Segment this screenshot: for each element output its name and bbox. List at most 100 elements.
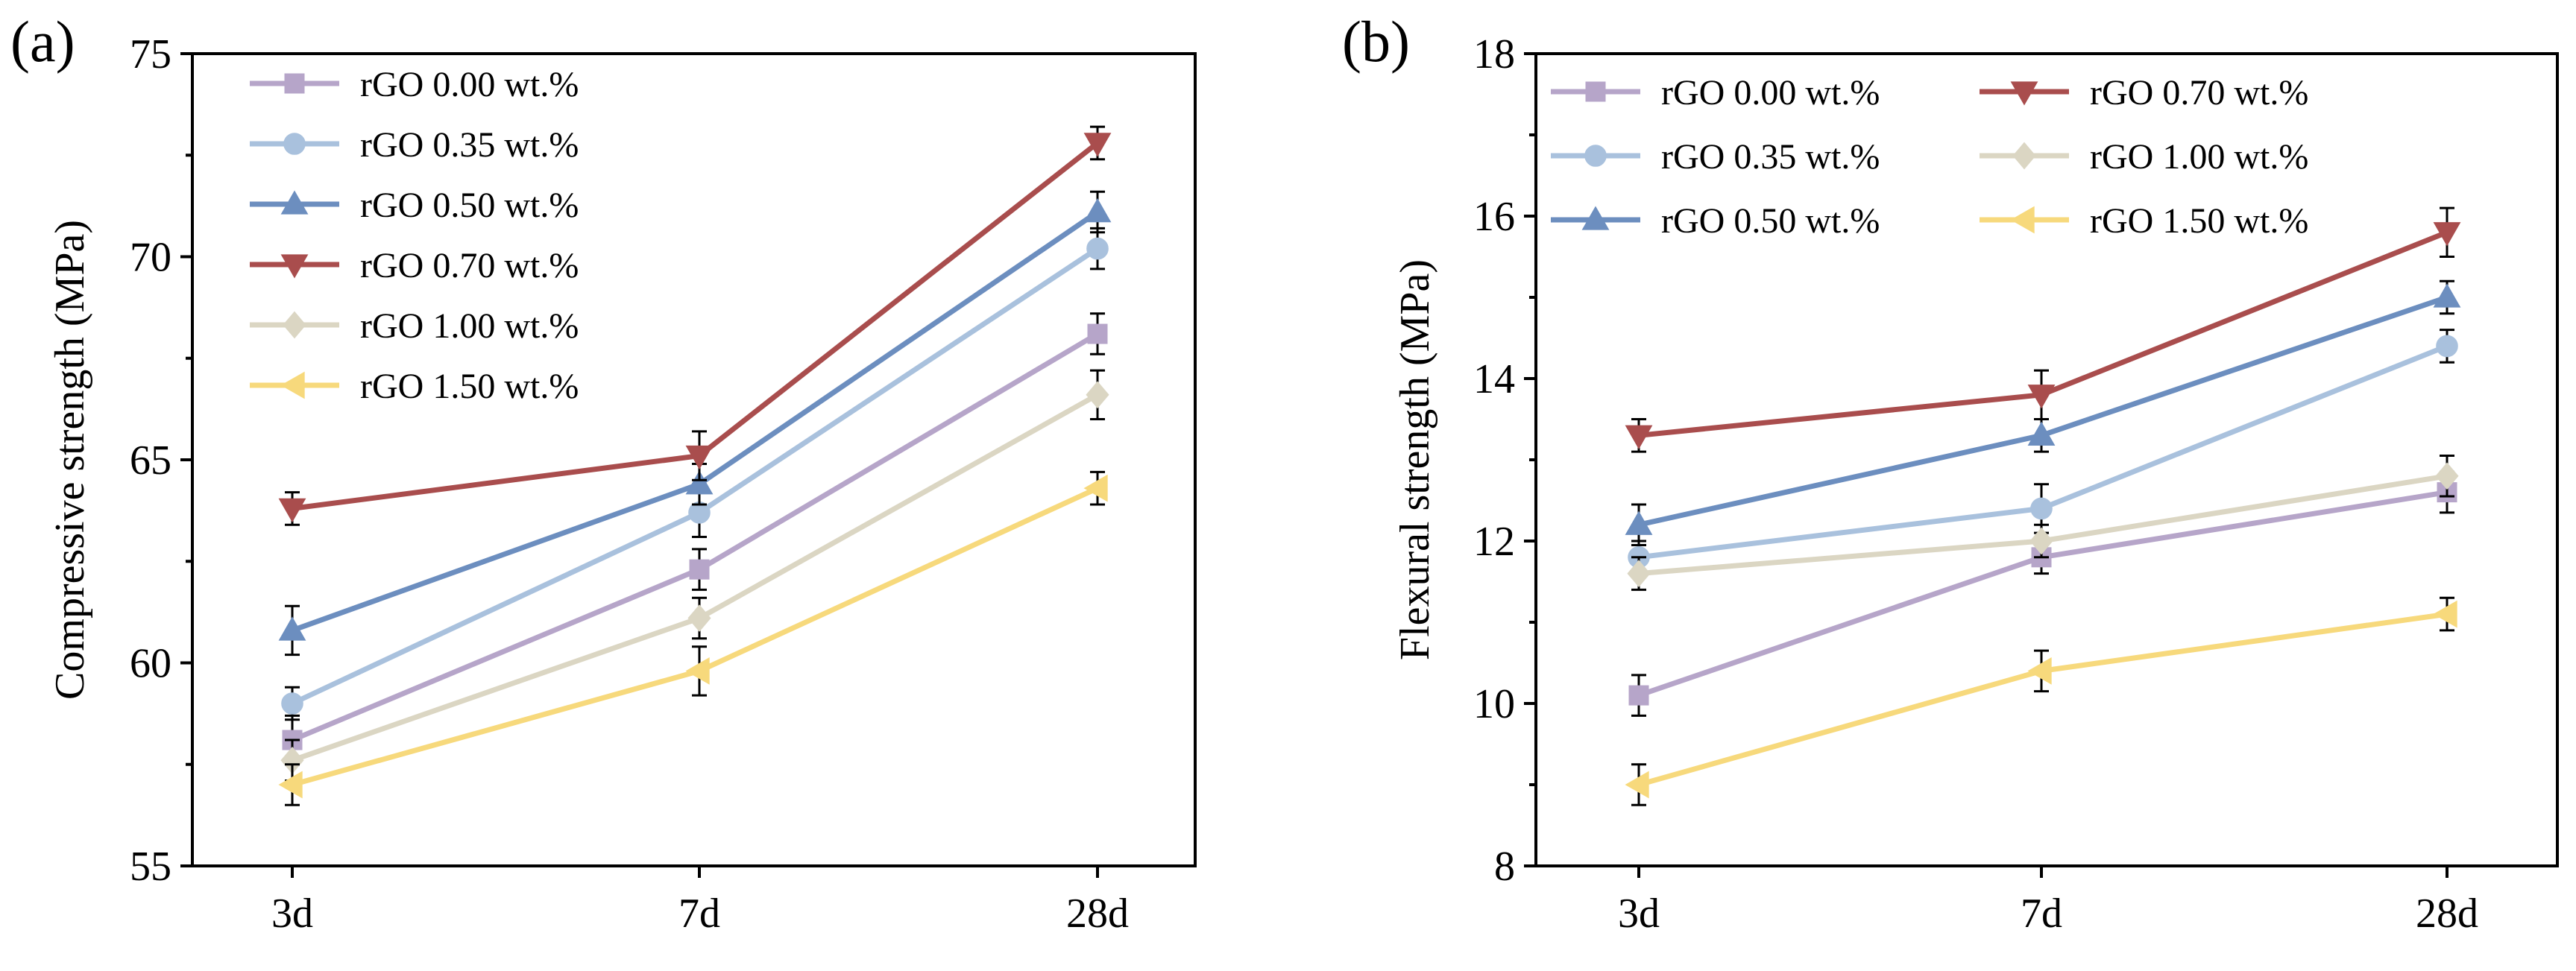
y-tick-label: 55 [130,844,171,890]
legend: rGO 0.00 wt.% rGO 0.35 wt.% rGO 0.50 wt.% r… [250,65,579,406]
data-point [1627,560,1651,587]
data-point [685,470,714,495]
data-point [2436,335,2458,358]
y-tick-label: 12 [1473,519,1515,565]
data-point [2030,497,2053,520]
legend-item: rGO 0.50 wt.% [1551,201,1880,241]
legend-swatch-marker [280,371,305,399]
legend-item: rGO 1.00 wt.% [1980,137,2308,177]
legend-item: rGO 0.50 wt.% [250,186,579,225]
legend-label: rGO 1.50 wt.% [360,367,579,406]
legend-item: rGO 0.00 wt.% [1551,73,1880,113]
data-point [689,559,710,580]
data-point [2027,385,2056,409]
y-axis-title: Compressive strength (MPa) [47,220,93,700]
legend-swatch-marker [280,254,309,279]
y-axis-title: Flexural strength (MPa) [1392,259,1438,660]
y-tick-label: 8 [1494,844,1515,890]
legend-swatch-marker [2012,142,2036,170]
data-point [278,498,306,522]
legend-label: rGO 0.70 wt.% [360,246,579,285]
series-line [292,485,1099,788]
data-point [1083,197,1112,223]
legend-label: rGO 0.50 wt.% [1661,201,1880,241]
legend: rGO 0.00 wt.% rGO 0.35 wt.% rGO 0.50 wt.% r… [1551,73,2308,241]
legend-item: rGO 0.70 wt.% [250,246,579,285]
series-rgo-0-00-wt- [282,312,1108,766]
legend-label: rGO 0.35 wt.% [360,125,579,165]
data-point [1628,685,1649,706]
legend-label: rGO 0.00 wt.% [1661,73,1880,113]
legend-label: rGO 1.00 wt.% [360,306,579,346]
data-point [2433,283,2461,308]
series-rgo-1-00-wt- [280,369,1109,782]
x-tick-label: 7d [678,891,720,937]
legend-swatch-marker [284,73,305,94]
series-rgo-0-70-wt- [1625,206,2461,453]
y-tick-label: 16 [1473,194,1515,240]
y-tick-label: 65 [130,437,171,484]
x-tick-label: 3d [271,891,313,937]
x-tick-label: 3d [1618,891,1660,937]
legend-item: rGO 0.35 wt.% [1551,137,1880,177]
legend-label: rGO 0.00 wt.% [360,65,579,104]
y-tick-label: 10 [1473,681,1515,727]
series-rgo-1-50-wt- [278,470,1108,806]
x-tick-label: 28d [2416,891,2478,937]
data-point [1086,381,1109,409]
legend-item: rGO 1.50 wt.% [250,367,579,406]
data-point [278,771,303,799]
y-tick-label: 75 [130,31,171,78]
data-point [2027,421,2056,446]
legend-item: rGO 0.70 wt.% [1980,73,2308,113]
data-point [1625,510,1653,535]
y-tick-label: 14 [1473,356,1515,402]
data-point [1086,237,1109,260]
data-point [281,692,303,715]
series-rgo-0-50-wt- [278,190,1112,657]
legend-item: rGO 0.00 wt.% [250,65,579,104]
legend-item: rGO 1.00 wt.% [250,306,579,346]
legend-swatch-marker [1584,145,1607,167]
data-point [2029,527,2053,555]
data-point [2433,600,2457,628]
data-point [685,657,710,685]
data-point [685,445,714,470]
chart-panel-compressive: (a) 55 60 65 70 75 3d 7d 28d Compressive strength… [10,9,1197,937]
chart-panel-flexural: (b) 8 10 12 14 16 18 3d 7d 28d Flexural strength (… [1342,9,2559,937]
legend-item: rGO 0.35 wt.% [250,125,579,165]
legend-swatch-marker [283,311,306,339]
data-point [2027,657,2052,685]
legend-label: rGO 0.70 wt.% [2090,73,2308,113]
legend-label: rGO 1.00 wt.% [2090,137,2308,177]
legend-swatch-marker [283,133,306,155]
data-point [1083,474,1108,502]
x-tick-label: 28d [1066,891,1129,937]
data-point [2435,462,2459,490]
legend-swatch-marker [2010,206,2035,234]
data-point [2433,222,2461,247]
panel-label: (a) [10,9,75,74]
y-tick-label: 70 [130,235,171,281]
series-rgo-1-00-wt- [1627,455,2459,591]
y-tick-label: 60 [130,641,171,687]
legend-item: rGO 1.50 wt.% [1980,201,2308,241]
data-point [278,616,306,641]
panel-label: (b) [1342,9,1410,74]
legend-swatch-marker [1581,206,1610,230]
series-rgo-1-50-wt- [1625,596,2457,806]
data-point [1087,323,1108,344]
series-rgo-0-70-wt- [278,125,1112,526]
legend-swatch-marker [1585,81,1606,102]
legend-label: rGO 0.35 wt.% [1661,137,1880,177]
legend-swatch-marker [280,190,309,215]
data-point [1625,425,1653,449]
data-point [1083,133,1112,157]
series-rgo-0-35-wt- [281,227,1109,721]
legend-label: rGO 1.50 wt.% [2090,201,2308,241]
legend-swatch-marker [2010,81,2038,106]
series-line [1638,611,2448,788]
data-point [1625,771,1649,799]
legend-label: rGO 0.50 wt.% [360,186,579,225]
